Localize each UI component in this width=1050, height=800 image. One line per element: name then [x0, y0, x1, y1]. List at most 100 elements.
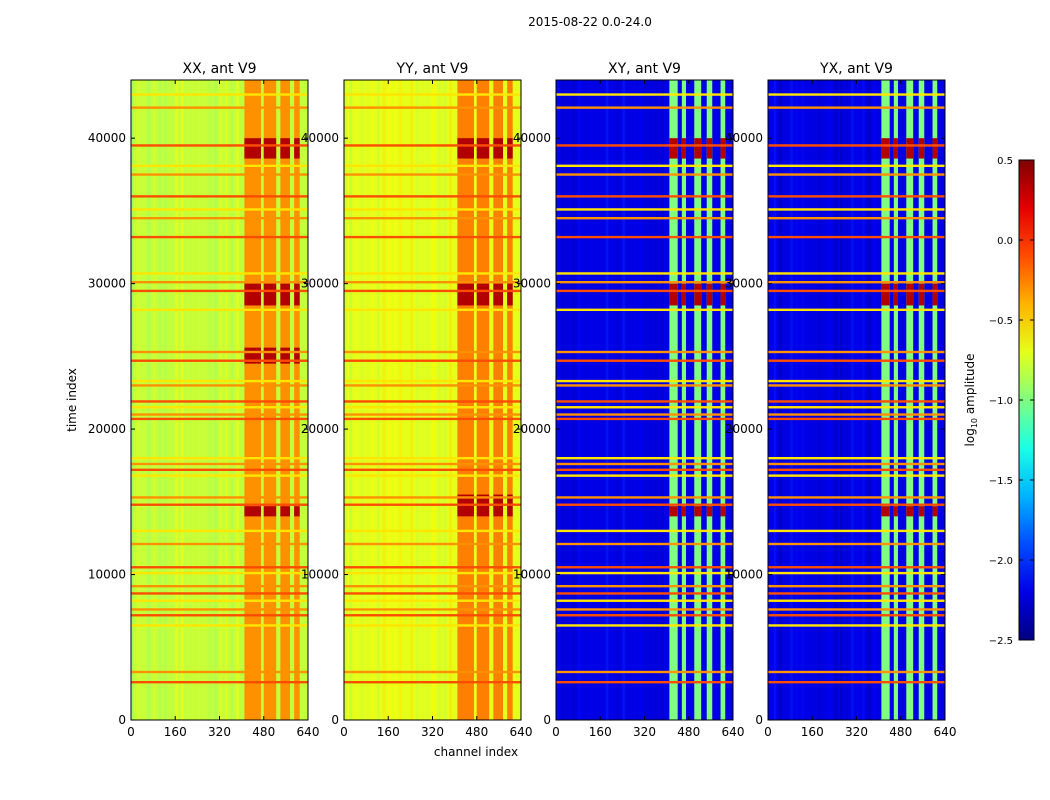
heatmap-band [493, 80, 504, 720]
flagged-row [556, 592, 733, 595]
x-tick-label: 320 [208, 725, 231, 739]
y-tick-label: 30000 [88, 277, 126, 291]
y-tick-label: 10000 [301, 568, 339, 582]
flagged-row [768, 280, 945, 284]
heatmap-strong-cell [294, 347, 300, 364]
flagged-row [768, 359, 945, 362]
flagged-row [131, 216, 308, 220]
flagged-row [768, 235, 945, 239]
flagged-row [344, 164, 521, 168]
heatmap-stripe [834, 80, 838, 720]
flagged-row [556, 144, 733, 147]
heatmap-panel-2: YY, ant V9 0 160 320 480 640 0 10000 20000 30000 4… [301, 61, 533, 739]
y-tick-label: 40000 [301, 131, 339, 145]
colorbar-tick-label: −2.0 [989, 556, 1013, 567]
heatmap-stripe [225, 80, 228, 720]
heatmap-stripe [349, 80, 353, 720]
flagged-row [344, 106, 521, 109]
heatmap-strong-cell [893, 283, 898, 306]
heatmap-strong-cell [720, 506, 726, 517]
flagged-row [131, 608, 308, 611]
heatmap-stripe [443, 80, 447, 720]
heatmap-band [476, 80, 490, 720]
heatmap-image [344, 80, 521, 720]
flagged-row [344, 216, 521, 220]
flagged-row [131, 235, 308, 239]
flagged-row [768, 106, 945, 109]
flagged-row [131, 417, 308, 421]
x-tick-label: 640 [722, 725, 745, 739]
flagged-row [344, 542, 521, 546]
x-tick-label: 480 [252, 725, 275, 739]
heatmap-strong-cell [244, 506, 261, 517]
y-tick-label: 20000 [88, 422, 126, 436]
heatmap-strong-cell [244, 138, 261, 159]
flagged-row [556, 608, 733, 611]
flagged-row [556, 308, 733, 312]
flagged-row [556, 462, 733, 466]
heatmap-stripe [561, 80, 565, 720]
flagged-row [768, 468, 945, 472]
heatmap-stripe [806, 80, 810, 720]
x-tick-label: 640 [934, 725, 957, 739]
flagged-row [131, 680, 308, 684]
flagged-row [344, 235, 521, 239]
flagged-row [131, 614, 308, 617]
heatmap-band [918, 80, 925, 720]
heatmap-stripe [393, 80, 397, 720]
flagged-row [768, 350, 945, 354]
heatmap-stripe [638, 80, 642, 720]
flagged-row [131, 571, 308, 575]
heatmap-stripe [600, 80, 604, 720]
panel-title: YY, ant V9 [396, 61, 469, 77]
heatmap-strong-cell [893, 506, 898, 517]
colorbar-label-base: log [963, 428, 977, 446]
x-tick-label: 0 [552, 725, 560, 739]
heatmap-band [280, 80, 291, 720]
flagged-row [768, 413, 945, 416]
heatmap-stripe [438, 80, 441, 720]
flagged-row [556, 359, 733, 362]
flagged-row [344, 468, 521, 472]
heatmap-stripe [236, 80, 239, 720]
heatmap-stripe [605, 80, 609, 720]
flagged-row [344, 379, 521, 383]
flagged-row [344, 208, 521, 211]
y-tick-label: 0 [755, 713, 763, 727]
flagged-row [768, 406, 945, 409]
flagged-row [344, 599, 521, 602]
heatmap-stripe [556, 80, 559, 720]
flagged-row [131, 584, 308, 588]
flagged-row [344, 359, 521, 362]
heatmap-strong-cell [507, 138, 513, 159]
flagged-row [768, 208, 945, 211]
colorbar-label-subscript: 10 [970, 418, 979, 428]
colorbar-label-rest: amplitude [963, 354, 977, 418]
flagged-row [768, 529, 945, 533]
flagged-row [131, 144, 308, 147]
heatmap-stripe [388, 80, 392, 720]
heatmap-strong-cell [881, 138, 890, 159]
heatmap-stripe [136, 80, 140, 720]
flagged-row [556, 384, 733, 387]
flagged-row [344, 280, 521, 284]
heatmap-stripe [404, 80, 408, 720]
heatmap-strong-cell [893, 138, 898, 159]
flagged-row [768, 417, 945, 421]
heatmap-strong-cell [906, 138, 914, 159]
heatmap-band [681, 80, 686, 720]
flagged-row [131, 308, 308, 312]
flagged-row [344, 592, 521, 595]
heatmap-strong-cell [294, 283, 300, 306]
x-tick-label: 480 [677, 725, 700, 739]
flagged-row [556, 406, 733, 409]
flagged-row [556, 456, 733, 460]
y-tick-label: 30000 [513, 277, 551, 291]
flagged-row [556, 680, 733, 684]
flagged-row [344, 93, 521, 96]
flagged-row [344, 144, 521, 147]
colorbar-tick-label: −1.0 [989, 396, 1013, 407]
heatmap-band [669, 80, 678, 720]
flagged-row [131, 280, 308, 284]
colorbar: 0.5 0.0 −0.5 −1.0 −1.5 −2.0 −2.5 [989, 156, 1035, 647]
